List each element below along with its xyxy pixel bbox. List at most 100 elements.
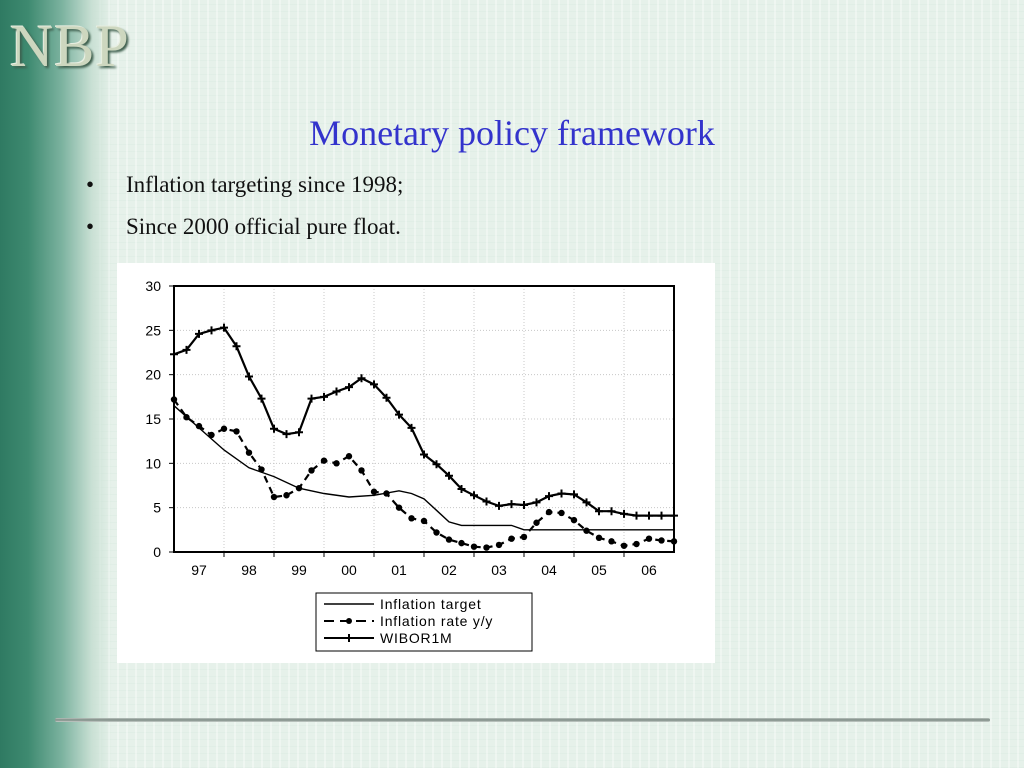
inflation-rate-y-y-point — [183, 414, 190, 421]
wibor1m-point — [170, 350, 178, 359]
x-tick-label: 04 — [541, 562, 557, 578]
inflation-rate-y-y-point — [670, 538, 678, 545]
inflation-rate-y-y-point — [295, 484, 303, 492]
wibor1m-point — [545, 492, 553, 501]
y-tick-label: 25 — [145, 322, 161, 338]
wibor1m-point — [270, 424, 278, 433]
x-tick-label: 05 — [591, 562, 607, 578]
inflation-rate-y-y-point — [533, 519, 540, 526]
bullet-item: • Inflation targeting since 1998; — [86, 172, 403, 214]
wibor1m-point — [257, 394, 266, 403]
y-tick-label: 15 — [145, 411, 161, 427]
wibor1m-point — [282, 430, 291, 439]
y-tick-label: 10 — [145, 455, 161, 471]
wibor1m-point — [607, 507, 616, 516]
inflation-rate-y-y-point — [658, 537, 665, 544]
inflation-rate-y-y-point — [495, 541, 503, 549]
x-tick-label: 03 — [491, 562, 507, 578]
inflation-rate-y-y-point — [170, 396, 178, 403]
wibor1m-point — [320, 392, 328, 401]
inflation-rate-y-y-point — [333, 460, 340, 467]
inflation-rate-y-y-point — [258, 466, 265, 473]
inflation-rate-y-y-legend-marker — [346, 618, 352, 624]
nbp-logo: NBP — [10, 13, 130, 79]
inflation-rate-y-y-point — [458, 539, 465, 547]
x-tick-label: 06 — [641, 562, 657, 578]
inflation-rate-y-y-point — [270, 493, 278, 501]
wibor1m-point — [307, 394, 316, 403]
y-tick-label: 30 — [145, 278, 161, 294]
inflation-rate-y-y-point — [370, 488, 378, 495]
wibor1m-point — [432, 460, 441, 469]
x-tick-label: 99 — [291, 562, 307, 578]
wibor1m-point — [570, 490, 578, 499]
inflation-rate-y-y-point — [433, 529, 440, 536]
slide-title: Monetary policy framework — [309, 113, 715, 153]
inflation-rate-y-y-point — [620, 542, 628, 549]
inflation-rate-y-y-point — [408, 515, 415, 522]
inflation-rate-y-y-point — [633, 540, 640, 548]
inflation-rate-y-y-point — [445, 536, 453, 543]
wibor1m-point — [295, 428, 303, 437]
wibor1m-point — [420, 450, 428, 459]
inflation-rate-y-y-point — [420, 517, 428, 525]
inflation-rate-y-y-point — [520, 533, 528, 541]
wibor1m-point — [670, 511, 678, 520]
inflation-rate-y-y-point — [283, 492, 290, 499]
wibor1m-point — [370, 380, 378, 389]
wibor1m-point — [245, 372, 253, 381]
wibor1m-point — [657, 511, 666, 520]
inflation-rate-y-y-point — [570, 516, 578, 524]
inflation-rate-y-y-point — [358, 467, 365, 474]
wibor1m-point — [445, 471, 453, 480]
wibor1m-point — [520, 501, 528, 510]
x-tick-label: 02 — [441, 562, 457, 578]
wibor1m-point — [382, 393, 391, 402]
inflation-rate-y-y-point — [608, 538, 615, 545]
inflation-rate-y-y-point — [508, 535, 515, 542]
inflation-rate-y-y-point — [245, 449, 253, 456]
y-tick-label: 5 — [153, 500, 161, 516]
wibor1m-point — [220, 323, 228, 332]
y-tick-label: 0 — [153, 544, 161, 560]
wibor1m-point — [195, 329, 203, 338]
inflation-rate-y-y-point — [558, 509, 565, 517]
wibor1m-point — [345, 383, 353, 392]
legend-label: WIBOR1M — [380, 630, 453, 646]
inflation-rate-y-y-point — [583, 527, 590, 534]
wibor1m-point — [457, 485, 466, 494]
legend-label: Inflation rate y/y — [380, 613, 493, 629]
inflation-rate-y-y-point — [195, 422, 203, 430]
y-tick-label: 20 — [145, 367, 161, 383]
bullet-marker: • — [86, 214, 95, 239]
x-tick-label: 00 — [341, 562, 357, 578]
bullet-marker: • — [86, 172, 95, 197]
inflation-target-line — [173, 405, 674, 531]
bottom-divider — [55, 718, 990, 722]
chart-panel: 0 5 10 15 20 25 30 97 98 99 00 01 02 03 04 05 06 Inflatio… — [117, 263, 715, 663]
wibor1m-point — [595, 507, 603, 516]
x-tick-label: 01 — [391, 562, 407, 578]
legend-box — [315, 592, 533, 652]
wibor1m-point — [332, 387, 341, 396]
plot-frame — [173, 285, 675, 553]
inflation-rate-y-y-point — [395, 504, 403, 511]
wibor1m-legend-marker — [345, 634, 353, 642]
wibor1m-point — [395, 410, 403, 419]
x-tick-label: 98 — [241, 562, 257, 578]
bullet-list: • Inflation targeting since 1998; • Sinc… — [86, 172, 403, 256]
inflation-rate-y-y-point — [220, 425, 228, 432]
x-tick-label: 97 — [191, 562, 207, 578]
legend-label: Inflation target — [380, 596, 482, 612]
wibor1m-point — [357, 374, 366, 383]
wibor1m-point — [532, 498, 541, 507]
wibor1m-point — [507, 500, 516, 509]
inflation-rate-y-y-point — [470, 543, 478, 550]
wibor1m-point — [232, 342, 241, 351]
wibor1m-point — [182, 345, 191, 354]
inflation-rate-y-y-point — [308, 467, 315, 474]
wibor1m-point — [482, 497, 491, 506]
wibor1m-point — [632, 511, 641, 520]
wibor1m-point — [407, 423, 416, 432]
inflation-rate-y-y-point — [345, 453, 353, 460]
